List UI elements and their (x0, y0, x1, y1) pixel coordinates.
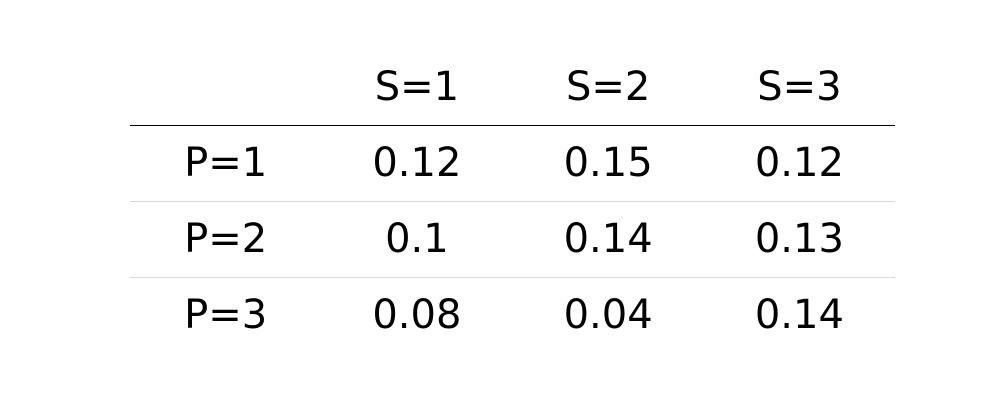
cell-p2-s3: 0.13 (754, 216, 844, 262)
table-row-p1: P=1 0.12 0.15 0.12 (130, 126, 895, 201)
column-header-s1: S=1 (374, 64, 460, 110)
row-label-p2: P=2 (184, 216, 268, 262)
row-label-p1: P=1 (184, 140, 268, 186)
cell-p2-s1: 0.1 (385, 216, 449, 262)
column-header-s2: S=2 (565, 64, 651, 110)
probability-table: S=1 S=2 S=3 P=1 0.12 0.15 0.12 P=2 0.1 0… (130, 50, 895, 353)
cell-p1-s2: 0.15 (563, 140, 653, 186)
cell-p3-s1: 0.08 (372, 292, 462, 338)
column-header-s3: S=3 (757, 64, 842, 110)
cell-p3-s3: 0.14 (754, 292, 844, 338)
cell-p1-s1: 0.12 (372, 140, 462, 186)
table-row-p2: P=2 0.1 0.14 0.13 (130, 201, 895, 277)
cell-p2-s2: 0.14 (563, 216, 653, 262)
table-row-p3: P=3 0.08 0.04 0.14 (130, 277, 895, 353)
table-header-row: S=1 S=2 S=3 (130, 50, 895, 126)
cell-p3-s2: 0.04 (563, 292, 653, 338)
cell-p1-s3: 0.12 (754, 140, 844, 186)
row-label-p3: P=3 (184, 292, 268, 338)
